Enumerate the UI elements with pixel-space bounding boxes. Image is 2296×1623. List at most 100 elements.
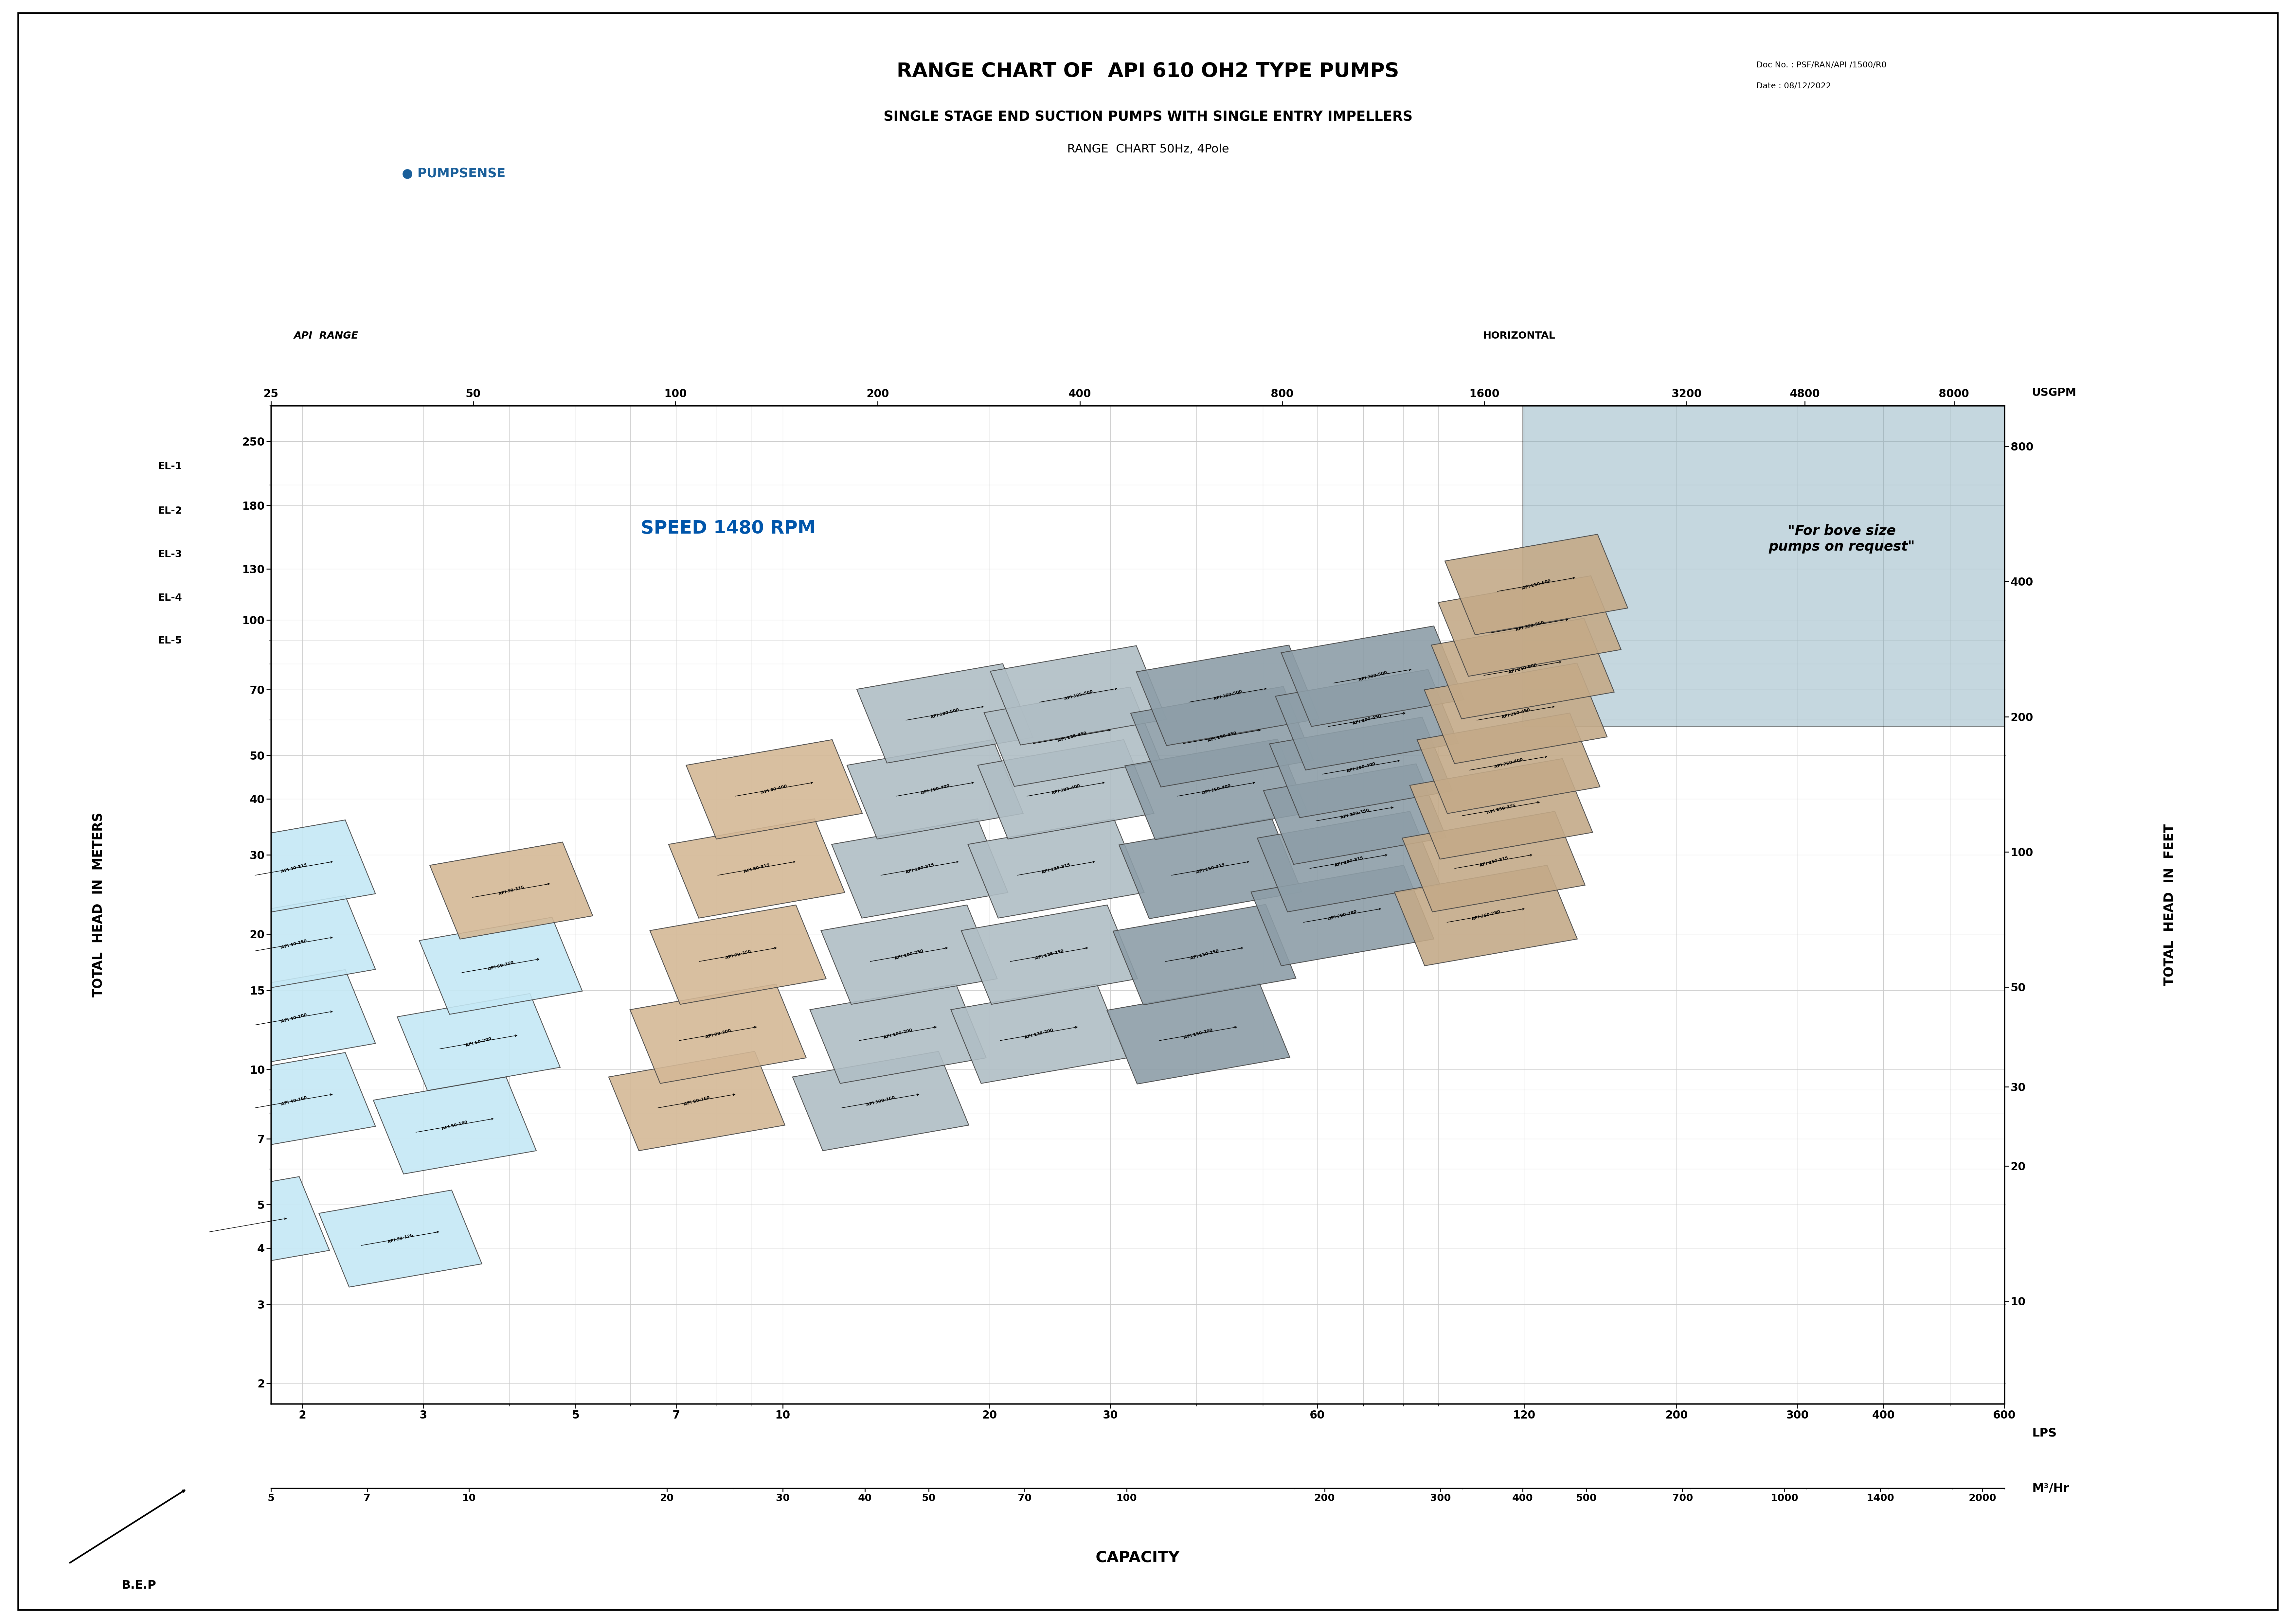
Text: API 150-500: API 150-500	[1212, 690, 1242, 701]
Text: Doc No. : PSF/RAN/API /1500/R0: Doc No. : PSF/RAN/API /1500/R0	[1756, 62, 1887, 68]
Text: API 50-315: API 50-315	[498, 885, 523, 896]
Polygon shape	[951, 984, 1127, 1084]
Polygon shape	[1410, 758, 1593, 859]
Text: API 200-280: API 200-280	[1327, 909, 1357, 922]
Polygon shape	[0, 618, 117, 664]
Text: EL-2: EL-2	[158, 506, 181, 516]
Polygon shape	[668, 818, 845, 919]
Polygon shape	[0, 489, 117, 534]
Text: EL-3: EL-3	[158, 550, 181, 560]
Polygon shape	[429, 842, 592, 940]
Polygon shape	[1394, 865, 1577, 966]
Polygon shape	[1118, 818, 1302, 919]
Polygon shape	[1274, 670, 1458, 769]
Text: API 150-400: API 150-400	[1201, 784, 1231, 795]
Text: HORIZONTAL: HORIZONTAL	[1483, 331, 1554, 341]
Text: API 40-200: API 40-200	[280, 1013, 308, 1024]
Text: API 150-200: API 150-200	[1182, 1027, 1212, 1040]
Polygon shape	[1125, 738, 1309, 839]
Text: API 80-160: API 80-160	[684, 1096, 709, 1107]
Text: API 150-315: API 150-315	[1196, 862, 1226, 875]
Polygon shape	[374, 1078, 537, 1173]
Polygon shape	[420, 917, 583, 1014]
Text: SPEED 1480 RPM: SPEED 1480 RPM	[641, 519, 815, 537]
Text: API 80-250: API 80-250	[726, 949, 751, 961]
Polygon shape	[1251, 865, 1435, 966]
Polygon shape	[1263, 764, 1446, 865]
Text: API 200-350: API 200-350	[1341, 808, 1371, 820]
Polygon shape	[687, 740, 863, 839]
Polygon shape	[831, 818, 1008, 919]
Polygon shape	[1424, 664, 1607, 763]
Polygon shape	[629, 984, 806, 1084]
Text: API 80-315: API 80-315	[744, 863, 769, 873]
Text: API 80-400: API 80-400	[760, 784, 788, 795]
Text: API 100-400: API 100-400	[921, 784, 951, 795]
Text: API 200-400: API 200-400	[1345, 761, 1375, 773]
Text: API 150-450: API 150-450	[1208, 730, 1238, 743]
Polygon shape	[1137, 644, 1320, 745]
Polygon shape	[792, 1052, 969, 1151]
Polygon shape	[1107, 984, 1290, 1084]
Text: API 125-500: API 125-500	[1063, 690, 1093, 701]
Text: API 100-200: API 100-200	[884, 1027, 914, 1040]
Polygon shape	[214, 896, 377, 993]
Text: M³/Hr: M³/Hr	[2032, 1483, 2069, 1493]
Polygon shape	[985, 687, 1159, 787]
Text: B.E.P: B.E.P	[122, 1579, 156, 1591]
Text: API 250-550: API 250-550	[1515, 620, 1545, 631]
Text: API 125-250: API 125-250	[1035, 949, 1063, 961]
Text: TOTAL  HEAD  IN  FEET: TOTAL HEAD IN FEET	[2163, 824, 2177, 985]
Polygon shape	[822, 906, 996, 1005]
Text: "For bove size
pumps on request": "For bove size pumps on request"	[1768, 524, 1915, 553]
Polygon shape	[650, 906, 827, 1005]
Text: API 40-160: API 40-160	[280, 1096, 308, 1107]
Text: API  RANGE: API RANGE	[294, 331, 358, 341]
Polygon shape	[0, 443, 117, 489]
Text: SINGLE STAGE END SUCTION PUMPS WITH SINGLE ENTRY IMPELLERS: SINGLE STAGE END SUCTION PUMPS WITH SING…	[884, 110, 1412, 123]
Polygon shape	[810, 984, 987, 1084]
Text: API 250-500: API 250-500	[1508, 662, 1538, 675]
Polygon shape	[608, 1052, 785, 1151]
Text: API 100-250: API 100-250	[893, 949, 923, 961]
Polygon shape	[969, 818, 1143, 919]
Polygon shape	[1417, 712, 1600, 813]
Text: RANGE CHART OF  API 610 OH2 TYPE PUMPS: RANGE CHART OF API 610 OH2 TYPE PUMPS	[898, 62, 1398, 81]
Text: EL-5: EL-5	[158, 636, 181, 646]
Polygon shape	[214, 1053, 377, 1149]
Text: API 250-450: API 250-450	[1502, 708, 1531, 719]
Text: API 100-160: API 100-160	[866, 1096, 895, 1107]
Text: API 125-315: API 125-315	[1042, 862, 1070, 875]
Bar	[1522, 406, 2004, 727]
Text: RANGE  CHART 50Hz, 4Pole: RANGE CHART 50Hz, 4Pole	[1068, 144, 1228, 154]
Text: API 100-500: API 100-500	[930, 708, 960, 719]
Text: API 200-500: API 200-500	[1357, 670, 1387, 682]
Text: EL-1: EL-1	[158, 461, 181, 471]
Text: API 50-125: API 50-125	[388, 1233, 413, 1245]
Polygon shape	[1403, 812, 1584, 912]
Text: API 250-400: API 250-400	[1495, 758, 1522, 769]
Text: ● PUMPSENSE: ● PUMPSENSE	[402, 167, 505, 180]
Polygon shape	[168, 1177, 328, 1274]
Polygon shape	[214, 820, 377, 917]
Text: EL-4: EL-4	[158, 594, 181, 602]
Text: API 250-355: API 250-355	[1486, 803, 1515, 815]
Polygon shape	[856, 664, 1033, 763]
Text: API 50-250: API 50-250	[487, 961, 514, 971]
Text: CAPACITY: CAPACITY	[1095, 1550, 1180, 1566]
Text: API 250-600: API 250-600	[1522, 579, 1552, 591]
Polygon shape	[1281, 626, 1465, 727]
Text: API 125-400: API 125-400	[1052, 784, 1081, 795]
Text: API 125-200: API 125-200	[1024, 1027, 1054, 1040]
Text: API 40-250: API 40-250	[280, 938, 308, 949]
Text: TOTAL  HEAD  IN  METERS: TOTAL HEAD IN METERS	[92, 813, 106, 997]
Polygon shape	[1258, 812, 1440, 912]
Text: LPS: LPS	[2032, 1428, 2057, 1438]
Text: Date : 08/12/2022: Date : 08/12/2022	[1756, 83, 1832, 89]
Text: API 50-200: API 50-200	[466, 1037, 491, 1047]
Polygon shape	[214, 969, 377, 1066]
Text: USGPM: USGPM	[2032, 388, 2076, 398]
Polygon shape	[978, 740, 1155, 839]
Polygon shape	[1130, 687, 1313, 787]
Polygon shape	[397, 993, 560, 1091]
